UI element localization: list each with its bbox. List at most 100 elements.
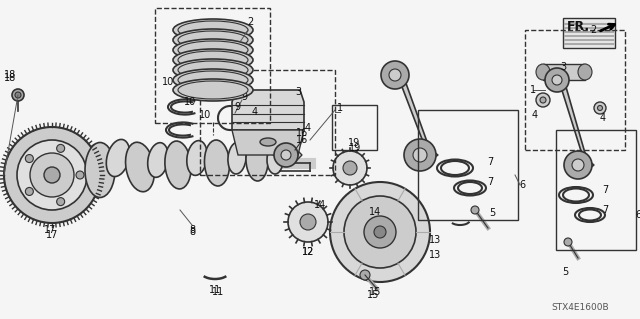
- Bar: [332, 105, 377, 150]
- Circle shape: [471, 206, 479, 214]
- Ellipse shape: [173, 19, 253, 41]
- Circle shape: [17, 140, 87, 210]
- Ellipse shape: [187, 141, 207, 175]
- Circle shape: [564, 238, 572, 246]
- Circle shape: [333, 151, 367, 185]
- Text: 3: 3: [560, 62, 566, 72]
- Text: 16: 16: [296, 135, 308, 145]
- Text: 1: 1: [530, 85, 536, 95]
- Text: 6: 6: [635, 210, 640, 220]
- Text: 4: 4: [252, 107, 258, 117]
- Ellipse shape: [246, 139, 268, 181]
- Polygon shape: [550, 80, 594, 170]
- Text: 8: 8: [189, 227, 195, 237]
- Ellipse shape: [148, 143, 168, 177]
- Text: 5: 5: [489, 208, 495, 218]
- Circle shape: [76, 171, 84, 179]
- Text: 2: 2: [247, 17, 253, 27]
- Text: 4: 4: [532, 110, 538, 120]
- Circle shape: [404, 139, 436, 171]
- Circle shape: [594, 102, 606, 114]
- Ellipse shape: [228, 142, 246, 174]
- Text: 16: 16: [296, 128, 308, 138]
- Ellipse shape: [178, 41, 248, 59]
- Circle shape: [274, 143, 298, 167]
- Text: 7: 7: [602, 205, 608, 215]
- Ellipse shape: [173, 69, 253, 91]
- Circle shape: [540, 97, 546, 103]
- Bar: [543, 64, 585, 80]
- Circle shape: [330, 182, 430, 282]
- Text: 19: 19: [349, 143, 361, 153]
- Text: 4: 4: [305, 123, 311, 133]
- Text: 18: 18: [4, 73, 16, 83]
- Polygon shape: [264, 147, 302, 163]
- Text: 17: 17: [44, 225, 56, 235]
- Text: FR.: FR.: [567, 20, 590, 33]
- Ellipse shape: [173, 79, 253, 101]
- Text: 2: 2: [590, 25, 596, 35]
- Text: 4: 4: [600, 113, 606, 123]
- Text: 13: 13: [429, 250, 441, 260]
- Circle shape: [564, 151, 592, 179]
- Bar: [418, 110, 518, 220]
- Ellipse shape: [165, 141, 191, 189]
- Text: 9: 9: [234, 102, 240, 112]
- Text: 10: 10: [162, 77, 174, 87]
- Circle shape: [4, 127, 100, 223]
- Bar: [525, 30, 625, 150]
- Ellipse shape: [173, 39, 253, 61]
- Ellipse shape: [178, 31, 248, 49]
- Text: 7: 7: [487, 177, 493, 187]
- Circle shape: [300, 214, 316, 230]
- Text: 12: 12: [302, 247, 314, 257]
- Circle shape: [343, 161, 357, 175]
- Ellipse shape: [178, 21, 248, 39]
- Circle shape: [572, 159, 584, 171]
- Ellipse shape: [178, 81, 248, 99]
- Text: 19: 19: [348, 138, 360, 148]
- Circle shape: [57, 198, 65, 206]
- Text: 10: 10: [199, 85, 211, 95]
- Circle shape: [598, 106, 602, 110]
- Polygon shape: [387, 75, 438, 160]
- Circle shape: [360, 270, 370, 280]
- Text: 11: 11: [212, 287, 224, 297]
- Circle shape: [536, 93, 550, 107]
- Ellipse shape: [106, 139, 130, 177]
- Circle shape: [389, 69, 401, 81]
- Text: 13: 13: [429, 235, 441, 245]
- Text: 10: 10: [184, 97, 196, 107]
- Text: 7: 7: [487, 157, 493, 167]
- Circle shape: [381, 61, 409, 89]
- Text: 15: 15: [369, 287, 381, 297]
- Text: 3: 3: [295, 87, 301, 97]
- Circle shape: [364, 216, 396, 248]
- Circle shape: [413, 148, 427, 162]
- Polygon shape: [232, 90, 304, 130]
- Ellipse shape: [173, 49, 253, 71]
- Text: 15: 15: [367, 290, 379, 300]
- Text: 14: 14: [314, 200, 326, 210]
- Ellipse shape: [173, 59, 253, 81]
- Ellipse shape: [125, 142, 154, 192]
- Polygon shape: [232, 130, 304, 155]
- Text: 1: 1: [337, 103, 343, 113]
- Text: 9: 9: [241, 92, 247, 102]
- Circle shape: [26, 188, 33, 196]
- Circle shape: [344, 196, 416, 268]
- Circle shape: [545, 68, 569, 92]
- Text: STX4E1600B: STX4E1600B: [551, 303, 609, 313]
- Text: 14: 14: [369, 207, 381, 217]
- Text: 17: 17: [46, 230, 58, 240]
- Text: 10: 10: [199, 110, 211, 120]
- Bar: [155, 8, 270, 123]
- Bar: [556, 130, 636, 250]
- Circle shape: [15, 92, 21, 98]
- Text: 8: 8: [189, 225, 195, 235]
- Ellipse shape: [178, 51, 248, 69]
- Ellipse shape: [267, 146, 283, 174]
- Bar: [563, 18, 615, 48]
- Ellipse shape: [204, 140, 230, 186]
- Circle shape: [288, 202, 328, 242]
